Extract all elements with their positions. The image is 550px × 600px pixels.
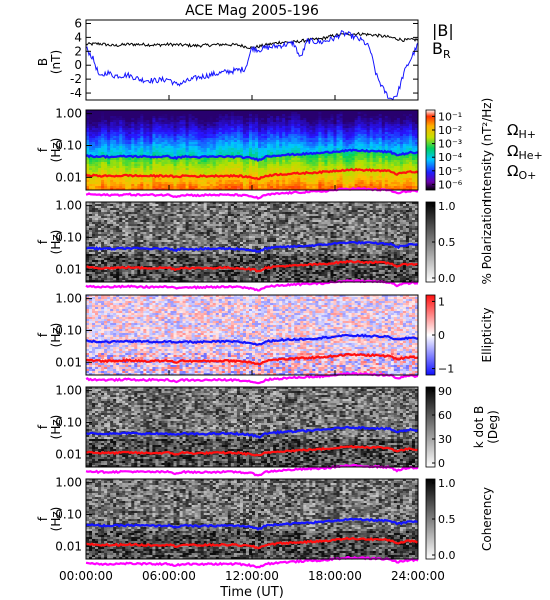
coherency-colorbar-label: Coherency xyxy=(480,487,494,551)
kdotb-colorbar-tick-label: 60 xyxy=(438,409,452,422)
legend-omega-o: ΩO+ xyxy=(507,162,536,182)
b-field-yunit: (nT) xyxy=(49,50,63,74)
intensity-panel: 1.000.100.01f (Hz)10⁻¹10⁻²10⁻³10⁻⁴10⁻⁵10⁻… xyxy=(36,98,494,203)
kdotb-colorbar-tick-label: 30 xyxy=(438,433,452,446)
intensity-colorbar-tick-label: 10⁻⁴ xyxy=(438,151,463,164)
legend-omega-he: ΩHe+ xyxy=(507,142,543,162)
polarization-colorbar-tick-label: 0.0 xyxy=(438,272,456,285)
kdotb-colorbar xyxy=(426,387,435,467)
ellipticity-colorbar-label: Ellipticity xyxy=(480,308,494,363)
ellipticity-yunit: (Hz) xyxy=(49,323,63,348)
intensity-colorbar xyxy=(426,110,435,190)
intensity-yunit: (Hz) xyxy=(49,138,63,163)
ellipticity-colorbar-tick-label: −1 xyxy=(438,363,454,376)
legend-omega-h-sub: H+ xyxy=(518,128,536,141)
intensity-y-tick-label: 0.01 xyxy=(55,170,82,184)
b-field-y-tick-label: -4 xyxy=(70,86,82,100)
figure-title: ACE Mag 2005-196 xyxy=(185,3,319,19)
b-field-ylabel: B xyxy=(36,58,50,66)
kdotb-colorbar-unit: (Deg) xyxy=(486,410,500,444)
polarization-ylabel: f xyxy=(36,239,50,244)
coherency-y-tick-label: 0.01 xyxy=(55,539,82,553)
x-tick-label: 00:00:00 xyxy=(59,569,113,583)
kdotb-colorbar-label: k dot B xyxy=(472,406,486,448)
gyrofrequency-legend: ΩH+ ΩHe+ ΩO+ xyxy=(507,121,543,182)
legend-omega-he-sub: He+ xyxy=(518,149,542,162)
x-tick-label: 06:00:00 xyxy=(142,569,196,583)
kdotb-y-tick-label: 0.01 xyxy=(55,447,82,461)
b-field-y-tick-label: -2 xyxy=(70,72,82,86)
x-tick-label: 18:00:00 xyxy=(308,569,362,583)
ellipticity-y-tick-label: 1.00 xyxy=(55,292,82,306)
intensity-y-tick-label: 1.00 xyxy=(55,107,82,121)
intensity-colorbar-tick-label: 10⁻² xyxy=(438,124,462,137)
polarization-colorbar-tick-label: 0.5 xyxy=(438,236,456,249)
kdotb-colorbar-tick-label: 0 xyxy=(438,457,445,470)
coherency-colorbar-tick-label: 0.5 xyxy=(438,513,456,526)
legend-omega-h-symbol: Ω xyxy=(507,121,518,139)
polarization-y-tick-label: 1.00 xyxy=(55,199,82,213)
legend-bmag: |B| xyxy=(432,21,454,40)
coherency-yunit: (Hz) xyxy=(49,507,63,532)
x-tick-label: 24:00:00 xyxy=(391,569,445,583)
b-field-y-tick-label: 2 xyxy=(74,44,82,58)
polarization-panel: 1.000.100.01f (Hz)1.00.50.0% Polarization xyxy=(36,199,494,291)
legend-omega-o-symbol: Ω xyxy=(507,162,518,180)
b-field-y-tick-label: 0 xyxy=(74,58,82,72)
intensity-colorbar-tick-label: 10⁻⁶ xyxy=(438,178,463,191)
intensity-colorbar-tick-label: 10⁻¹ xyxy=(438,110,462,123)
legend-br-sub: R xyxy=(443,48,451,61)
coherency-colorbar-tick-label: 0.0 xyxy=(438,549,456,562)
intensity-colorbar-label: Intensity (nT²/Hz) xyxy=(480,98,494,203)
x-axis-label: Time (UT) xyxy=(219,585,284,600)
legend-omega-o-sub: O+ xyxy=(518,169,536,182)
intensity-colorbar-tick-label: 10⁻³ xyxy=(438,138,462,151)
kdotb-y-tick-label: 1.00 xyxy=(55,384,82,398)
b-field-plot-area xyxy=(86,20,418,100)
intensity-colorbar-tick-label: 10⁻⁵ xyxy=(438,165,462,178)
polarization-y-tick-label: 0.01 xyxy=(55,262,82,276)
polarization-yunit: (Hz) xyxy=(49,230,63,255)
ellipticity-colorbar-tick-label: 1 xyxy=(438,295,445,308)
ellipticity-ylabel: f xyxy=(36,332,50,337)
legend-omega-h: ΩH+ xyxy=(507,121,536,141)
b-field-y-tick-label: 6 xyxy=(74,16,82,30)
ellipticity-colorbar-tick-label: 0 xyxy=(438,329,445,342)
time-tick-labels: 00:00:00 06:00:00 12:00:00 18:00:00 24:00:00 xyxy=(59,569,445,583)
spectral-panels: 1.000.100.01f (Hz)10⁻¹10⁻²10⁻³10⁻⁴10⁻⁵10⁻… xyxy=(36,98,500,568)
kdotb-yunit: (Hz) xyxy=(49,415,63,440)
legend-br: BR xyxy=(432,39,451,61)
coherency-ylabel: f xyxy=(36,516,50,521)
b-field-legend: |B| BR xyxy=(432,21,454,61)
coherency-colorbar-tick-label: 1.0 xyxy=(438,477,456,490)
kdotb-colorbar-tick-label: 90 xyxy=(438,385,452,398)
b-field-y-tick-label: 4 xyxy=(74,30,82,44)
kdotb-ylabel: f xyxy=(36,424,50,429)
x-tick-label: 12:00:00 xyxy=(225,569,279,583)
coherency-y-tick-label: 1.00 xyxy=(55,476,82,490)
polarization-colorbar-tick-label: 1.0 xyxy=(438,200,456,213)
polarization-colorbar-label: % Polarization xyxy=(480,200,494,285)
legend-br-main: B xyxy=(432,39,443,58)
legend-omega-he-symbol: Ω xyxy=(507,142,518,160)
ellipticity-y-tick-label: 0.01 xyxy=(55,355,82,369)
intensity-ylabel: f xyxy=(36,147,50,152)
